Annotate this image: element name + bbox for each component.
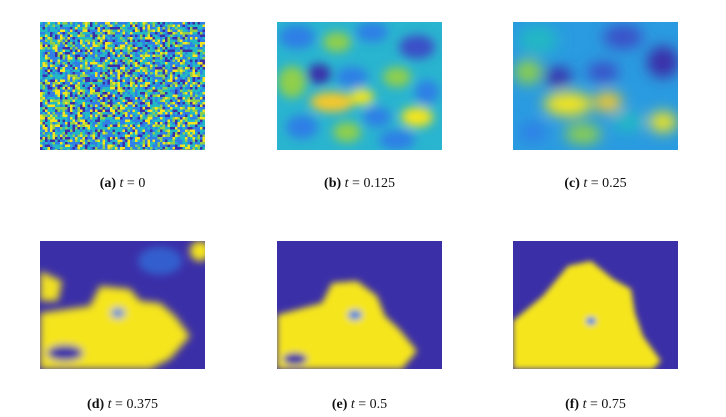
caption-tag: (b): [324, 176, 342, 191]
field-plot-b: [277, 22, 442, 150]
caption-value: 0: [138, 176, 146, 191]
caption-value: 0.125: [363, 176, 395, 191]
caption-variable: t: [583, 176, 588, 191]
caption-equals: =: [586, 397, 602, 412]
field-plot-d: [40, 241, 205, 369]
panel-c-image: [513, 22, 678, 150]
caption-tag: (a): [99, 176, 117, 191]
caption-c: (c) t = 0.25: [513, 175, 678, 193]
caption-f: (f) t = 0.75: [513, 396, 678, 414]
caption-value: 0.75: [601, 397, 626, 412]
caption-variable: t: [119, 176, 124, 191]
caption-e: (e) t = 0.5: [277, 396, 442, 414]
caption-value: 0.25: [602, 176, 627, 191]
panel-d-image: [40, 241, 205, 369]
caption-value: 0.375: [126, 397, 158, 412]
panel-f-image: [513, 241, 678, 369]
caption-value: 0.5: [369, 397, 388, 412]
panel-e-image: [277, 241, 442, 369]
caption-b: (b) t = 0.125: [277, 175, 442, 193]
caption-equals: =: [587, 176, 603, 191]
caption-variable: t: [344, 176, 349, 191]
noise-field-plot: [40, 22, 205, 150]
caption-d: (d) t = 0.375: [40, 396, 205, 414]
caption-a: (a) t = 0: [40, 175, 205, 193]
caption-equals: =: [111, 397, 127, 412]
caption-variable: t: [582, 397, 587, 412]
field-plot-c: [513, 22, 678, 150]
caption-tag: (e): [331, 397, 348, 412]
field-plot-e: [277, 241, 442, 369]
caption-equals: =: [348, 176, 364, 191]
caption-equals: =: [123, 176, 139, 191]
caption-tag: (d): [87, 397, 105, 412]
caption-equals: =: [354, 397, 370, 412]
caption-variable: t: [107, 397, 112, 412]
panel-b-image: [277, 22, 442, 150]
panel-a-image: [40, 22, 205, 150]
caption-variable: t: [350, 397, 355, 412]
caption-tag: (f): [565, 397, 580, 412]
field-plot-f: [513, 241, 678, 369]
caption-tag: (c): [564, 176, 580, 191]
